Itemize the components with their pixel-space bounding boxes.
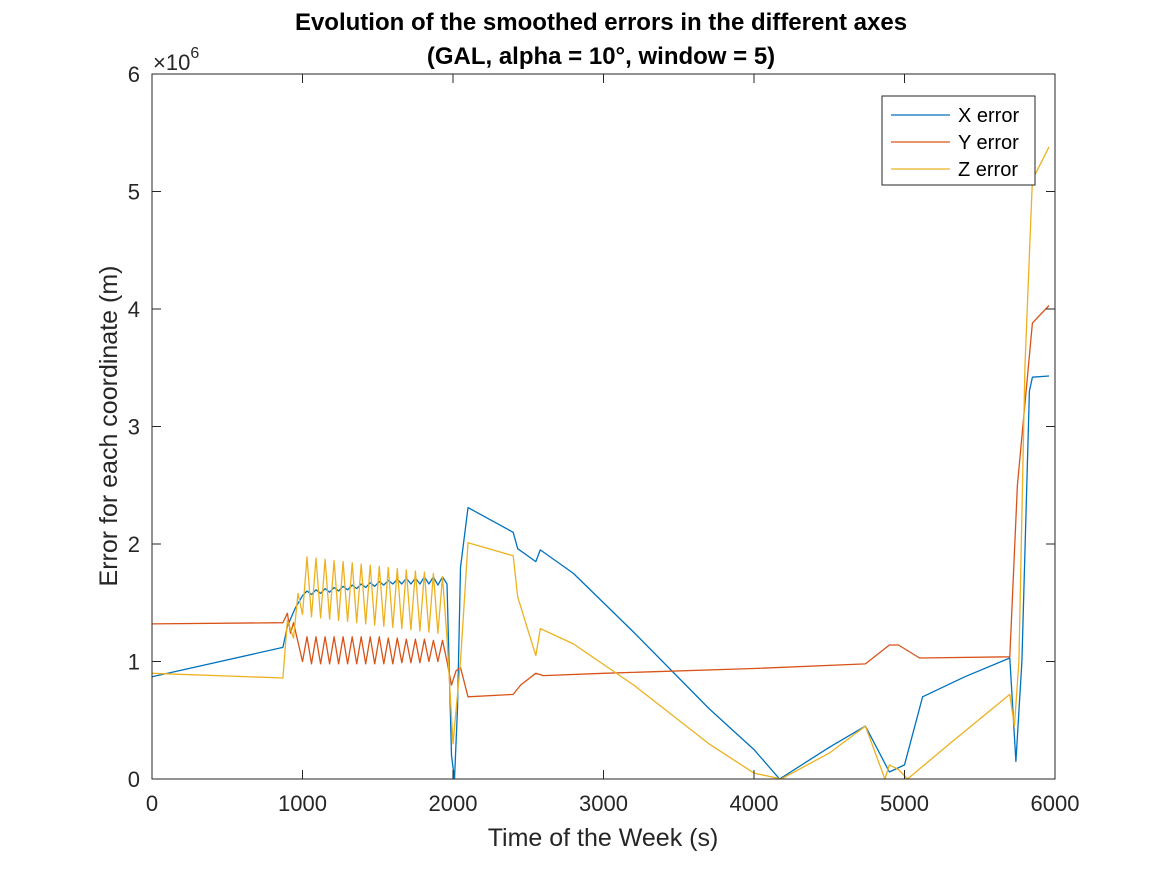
y-axis-label: Error for each coordinate (m) <box>95 266 123 587</box>
legend-entry: X error <box>958 105 1019 127</box>
y-tick-label: 4 <box>128 297 140 322</box>
y-tick-label: 6 <box>128 62 140 87</box>
chart-subtitle: (GAL, alpha = 10°, window = 5) <box>427 43 775 70</box>
x-tick-label: 4000 <box>730 791 779 816</box>
x-axis-label: Time of the Week (s) <box>488 824 719 852</box>
x-tick-label: 0 <box>146 791 158 816</box>
x-tick-label: 3000 <box>579 791 628 816</box>
y-tick-label: 0 <box>128 767 140 792</box>
y-tick-label: 3 <box>128 415 140 440</box>
y-tick-label: 2 <box>128 532 140 557</box>
legend: X error Y error Z error <box>881 95 1036 186</box>
legend-box <box>881 95 1036 186</box>
chart-title: Evolution of the smoothed errors in the … <box>295 9 907 36</box>
series-line-z-error <box>152 146 1050 779</box>
series-group <box>152 146 1050 779</box>
plot-area: 0 1000 2000 3000 4000 5000 6000 0 1 2 3 4 5 6 <box>128 62 1080 816</box>
x-tick-label: 1000 <box>278 791 327 816</box>
x-tick-label: 5000 <box>880 791 929 816</box>
x-tick-label: 6000 <box>1031 791 1080 816</box>
exponent-base: ×10 <box>153 50 190 75</box>
legend-entry: Z error <box>958 159 1018 181</box>
y-tick-label: 1 <box>128 650 140 675</box>
y-axis-exponent: ×106 <box>153 45 199 75</box>
x-tick-label: 2000 <box>429 791 478 816</box>
y-tick-label: 5 <box>128 180 140 205</box>
legend-entry: Y error <box>958 132 1019 154</box>
exponent-power: 6 <box>190 45 199 62</box>
series-line-y-error <box>152 305 1050 698</box>
